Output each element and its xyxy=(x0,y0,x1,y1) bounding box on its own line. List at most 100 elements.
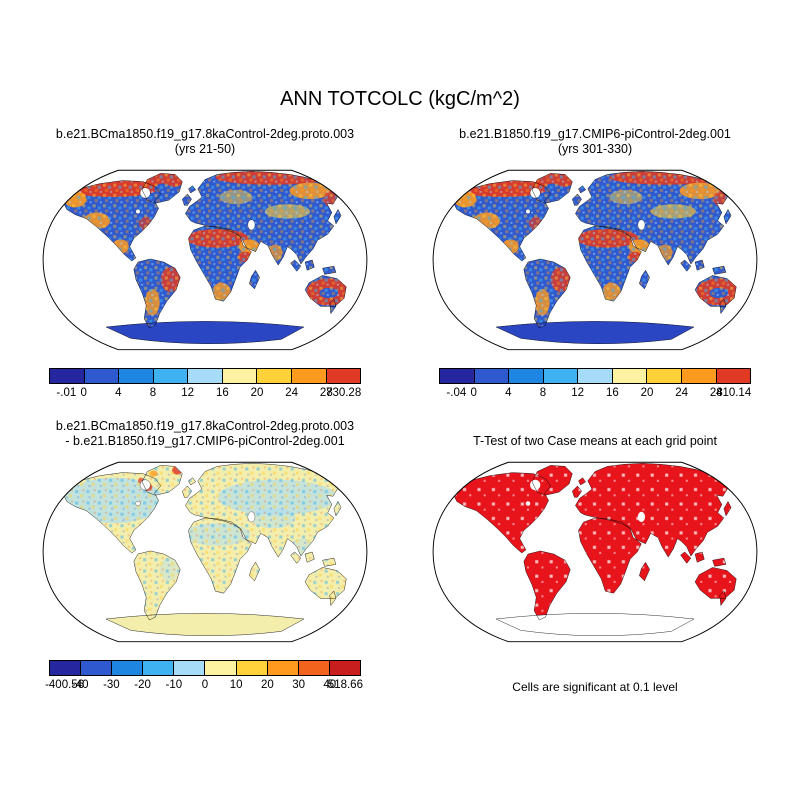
colorbar-label: 20 xyxy=(250,386,264,399)
case2-years: (yrs 301-330) xyxy=(557,142,633,156)
colorbar-label: 40 xyxy=(323,678,337,691)
colorbar-box xyxy=(680,367,717,384)
colorbar-box xyxy=(221,367,258,384)
colorbar-label: 16 xyxy=(605,386,619,399)
colorbar-label: 28 xyxy=(709,386,723,399)
colorbar-label: 30 xyxy=(292,678,305,691)
ttest-title: T-Test of two Case means at each grid po… xyxy=(473,434,717,448)
colorbar-box xyxy=(256,367,292,384)
colorbar-label: -.01 xyxy=(56,386,77,399)
colorbar-label: -30 xyxy=(103,678,120,691)
panel-difference-title: b.e21.BCma1850.f19_g17.8kaControl-2deg.p… xyxy=(40,408,370,454)
map-case2 xyxy=(430,162,760,358)
colorbar-box xyxy=(49,367,85,384)
colorbar-boxes xyxy=(49,659,361,676)
colorbar-label: 0 xyxy=(470,386,477,399)
colorbar-labels: -.04 0 4 8 12 16 20 24 28 410.14 xyxy=(439,387,751,401)
colorbar-box xyxy=(611,367,648,384)
case1-name: b.e21.BCma1850.f19_g17.8kaControl-2deg.p… xyxy=(55,127,355,141)
colorbar-boxes xyxy=(439,367,752,384)
colorbar-box xyxy=(111,659,144,676)
colorbar-box xyxy=(290,367,327,384)
colorbar-case1: -.01 0 4 8 12 16 20 24 28 730.28 xyxy=(49,367,362,401)
colorbar-label: 8 xyxy=(539,386,547,399)
colorbar-label: 10 xyxy=(229,678,243,691)
colorbar-box xyxy=(266,659,299,676)
colorbar-label: -40 xyxy=(71,678,89,691)
colorbar-label: 12 xyxy=(181,386,195,399)
colorbar-box xyxy=(142,659,175,676)
diff-name-line2: - b.e21.B1850.f19_g17.CMIP6-piControl-2d… xyxy=(65,434,345,448)
case2-name: b.e21.B1850.f19_g17.CMIP6-piControl-2deg… xyxy=(459,127,731,141)
colorbar-difference: -400.56 -40 -30 -20 -10 0 10 20 30 40 518.66 xyxy=(45,659,363,693)
colorbar-label: 410.14 xyxy=(716,386,752,399)
panel-case1: b.e21.BCma1850.f19_g17.8kaControl-2deg.p… xyxy=(40,116,370,401)
ttest-caption: Cells are significant at 0.1 level xyxy=(512,679,678,694)
colorbar-label: 4 xyxy=(115,386,122,399)
panel-ttest: T-Test of two Case means at each grid po… xyxy=(430,408,760,694)
colorbar-label: 730.28 xyxy=(326,386,362,399)
colorbar-labels: -.01 0 4 8 12 16 20 24 28 730.28 xyxy=(49,387,361,401)
colorbar-label: -.04 xyxy=(446,386,467,399)
colorbar-box xyxy=(152,367,189,384)
colorbar-label: 518.66 xyxy=(327,678,363,691)
colorbar-box xyxy=(577,367,613,384)
map-content xyxy=(452,171,737,344)
colorbar-label: 24 xyxy=(285,386,299,399)
colorbar-box xyxy=(49,659,82,676)
panel-ttest-title: T-Test of two Case means at each grid po… xyxy=(430,408,760,454)
case1-years: (yrs 21-50) xyxy=(174,142,236,156)
world-map-svg xyxy=(42,169,368,351)
colorbar-label: 28 xyxy=(319,386,333,399)
panel-case1-title: b.e21.BCma1850.f19_g17.8kaControl-2deg.p… xyxy=(40,116,370,162)
colorbar-box xyxy=(235,659,268,676)
colorbar-label: 20 xyxy=(640,386,654,399)
colorbar-label: -10 xyxy=(165,678,183,691)
colorbar-box xyxy=(473,367,510,384)
colorbar-box xyxy=(439,367,475,384)
map-frame xyxy=(42,461,368,643)
map-difference xyxy=(40,454,370,650)
panel-case2: b.e21.B1850.f19_g17.CMIP6-piControl-2deg… xyxy=(430,116,760,401)
colorbar-box xyxy=(204,659,237,676)
colorbar-label: -20 xyxy=(134,678,151,691)
world-map-svg xyxy=(432,169,758,351)
colorbar-box xyxy=(187,367,223,384)
colorbar-label: 0 xyxy=(80,386,87,399)
colorbar-case2: -.04 0 4 8 12 16 20 24 28 410.14 xyxy=(439,367,752,401)
colorbar-label: 12 xyxy=(571,386,585,399)
antarctica xyxy=(106,613,304,636)
antarctica xyxy=(106,321,304,344)
antarctica xyxy=(496,321,694,344)
colorbar-box xyxy=(715,367,752,384)
map-case1 xyxy=(40,162,370,358)
colorbar-box xyxy=(83,367,120,384)
panel-difference: b.e21.BCma1850.f19_g17.8kaControl-2deg.p… xyxy=(40,408,370,693)
colorbar-boxes xyxy=(49,367,362,384)
colorbar-box xyxy=(325,367,362,384)
figure-title: ANN TOTCOLC (kgC/m^2) xyxy=(280,88,520,110)
world-map-svg xyxy=(42,461,368,643)
diff-name-line1: b.e21.BCma1850.f19_g17.8kaControl-2deg.p… xyxy=(55,419,355,433)
colorbar-label: 0 xyxy=(201,678,209,691)
map-frame xyxy=(432,461,758,643)
colorbar-box xyxy=(80,659,113,676)
colorbar-box xyxy=(173,659,206,676)
colorbar-box xyxy=(297,659,330,676)
colorbar-box xyxy=(646,367,682,384)
field-overlay xyxy=(452,171,737,329)
colorbar-box xyxy=(542,367,579,384)
map-frame xyxy=(42,169,368,351)
antarctica xyxy=(496,613,694,636)
map-frame xyxy=(432,169,758,351)
world-map-svg xyxy=(432,461,758,643)
colorbar-label: 8 xyxy=(149,386,157,399)
colorbar-label: 20 xyxy=(260,678,274,691)
map-ttest xyxy=(430,454,760,650)
colorbar-box xyxy=(328,659,361,676)
colorbar-label: 4 xyxy=(505,386,512,399)
colorbar-label: 24 xyxy=(675,386,689,399)
colorbar-labels: -400.56 -40 -30 -20 -10 0 10 20 30 40 518.66 xyxy=(45,678,363,693)
colorbar-box xyxy=(508,367,544,384)
